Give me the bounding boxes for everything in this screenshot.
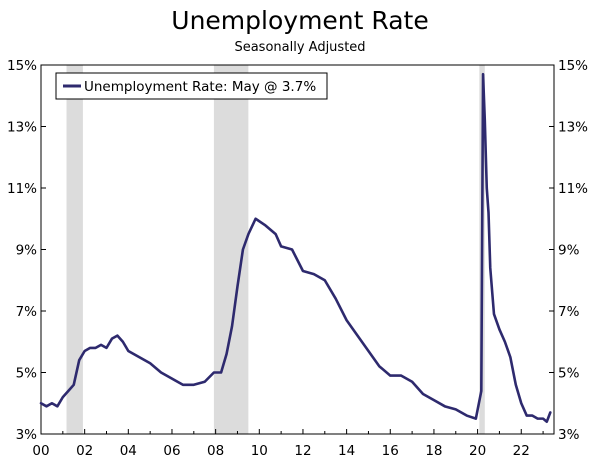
y-tick-label-right: 5% <box>558 366 580 382</box>
legend-box <box>55 72 328 100</box>
legend: Unemployment Rate: May @ 3.7% <box>55 72 328 100</box>
y-tick-label-left: 9% <box>16 243 38 259</box>
x-tick-label: 08 <box>207 443 224 459</box>
y-tick-label-left: 11% <box>7 181 37 197</box>
x-tick-label: 16 <box>382 443 399 459</box>
x-axis-labels: 00 02 04 06 08 10 12 14 16 18 20 22 <box>32 443 529 459</box>
series-line-unemployment-rate <box>39 72 552 424</box>
x-tick-label: 04 <box>120 443 137 459</box>
chart-subtitle: Seasonally Adjusted <box>234 40 366 55</box>
y-tick-label-right: 15% <box>558 58 588 74</box>
axis-ticks <box>40 64 554 435</box>
x-tick-label: 12 <box>294 443 311 459</box>
x-tick-label: 02 <box>76 443 93 459</box>
recession-band-1 <box>66 65 83 434</box>
x-tick-label: 06 <box>163 443 180 459</box>
recession-shading <box>66 65 485 434</box>
legend-label: Unemployment Rate: May @ 3.7% <box>84 79 316 95</box>
y-tick-label-right: 9% <box>558 243 580 259</box>
plot-frame <box>40 64 555 435</box>
chart-title: Unemployment Rate <box>171 6 429 35</box>
x-tick-label: 18 <box>425 443 442 459</box>
y-axis-labels: 3% 3% 5% 5% 7% 7% 9% 9% 11% 11% 13% 13% 15% 15% <box>7 58 588 443</box>
x-tick-label: 14 <box>338 443 355 459</box>
y-tick-label-left: 5% <box>16 366 38 382</box>
y-tick-label-left: 13% <box>7 120 37 136</box>
x-tick-label: 20 <box>469 443 486 459</box>
y-tick-label-right: 13% <box>558 120 588 136</box>
y-tick-label-left: 15% <box>7 58 37 74</box>
y-tick-label-right: 11% <box>558 181 588 197</box>
x-tick-label: 00 <box>32 443 49 459</box>
y-tick-label-left: 7% <box>16 304 38 320</box>
y-tick-label-right: 7% <box>558 304 580 320</box>
y-tick-label-right: 3% <box>558 427 580 443</box>
series-layer <box>39 72 552 424</box>
x-tick-label: 10 <box>251 443 268 459</box>
y-tick-label-left: 3% <box>16 427 38 443</box>
x-tick-label: 22 <box>513 443 530 459</box>
